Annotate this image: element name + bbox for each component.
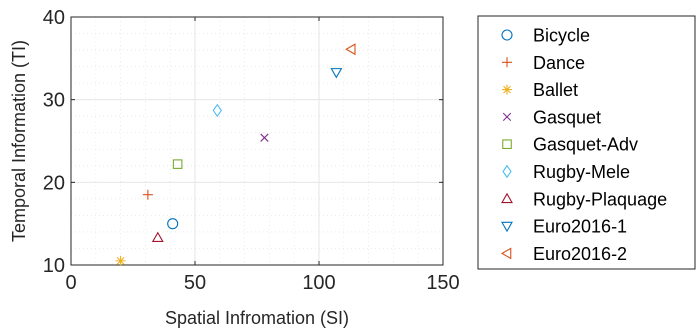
legend-label: Bicycle [533,26,590,46]
legend-item-bicycle: Bicycle [501,26,590,46]
legend-marker-gasquet-adv [502,139,512,149]
legend-item-gasquet: Gasquet [502,107,601,127]
y-tick-label: 40 [43,7,65,29]
legend-item-dance: Dance [502,53,585,73]
data-point-dance [142,189,153,200]
legend-label: Rugby-Mele [533,162,630,182]
data-point-gasquet [260,133,269,142]
x-tick-label: 150 [426,272,459,294]
legend-label: Rugby-Plaquage [533,189,667,209]
legend-box [477,15,696,270]
legend-marker-dance [502,57,512,68]
legend-item-euro2016-1: Euro2016-1 [501,217,627,237]
legend-item-gasquet-adv: Gasquet-Adv [502,135,638,155]
plot-area: 0 50 100 150 10 20 30 40 [43,7,460,294]
legend-label: Dance [533,53,585,73]
x-axis-label: Spatial Infromation (SI) [165,308,349,328]
x-tick-label: 0 [65,272,76,294]
data-point-euro2016-1 [330,68,343,79]
y-tick-label: 20 [43,172,65,194]
data-point-euro2016-2 [345,43,356,56]
data-markers [115,43,356,266]
legend-item-euro2016-2: Euro2016-2 [500,244,627,264]
data-point-gasquet-adv [172,159,183,169]
legend-label: Ballet [533,80,578,100]
legend-items: Bicycle Dance Ballet Gasquet Gasquet-Adv Rugb… [500,26,667,264]
data-point-bicycle [167,218,179,230]
legend-marker-rugby-plaquage [501,192,513,204]
x-tick-label: 100 [302,272,335,294]
legend-marker-rugby-mele [502,164,512,179]
x-tick-label: 50 [184,272,206,294]
legend-item-rugby-plaquage: Rugby-Plaquage [501,189,667,209]
y-tick-label: 10 [43,255,65,277]
legend-label: Euro2016-1 [533,217,627,237]
data-point-ballet [115,255,126,266]
plot-border [70,16,444,266]
legend-label: Euro2016-2 [533,244,627,264]
legend-marker-bicycle [501,29,513,41]
legend-item-rugby-mele: Rugby-Mele [502,162,630,182]
data-point-rugby-plaquage [151,231,164,243]
data-point-rugby-mele [212,103,222,118]
y-axis: 10 20 30 40 [43,7,443,277]
legend-marker-ballet [502,84,512,95]
y-axis-label: Temporal Information (TI) [9,40,29,242]
legend-marker-euro2016-1 [501,221,513,233]
y-tick-label: 30 [43,90,65,112]
legend-marker-euro2016-2 [500,247,512,260]
legend: Bicycle Dance Ballet Gasquet Gasquet-Adv Rugb… [477,15,696,270]
legend-label: Gasquet [533,107,601,127]
x-axis: 0 50 100 150 [65,17,460,294]
legend-item-ballet: Ballet [502,80,578,100]
legend-marker-gasquet [502,112,512,122]
legend-label: Gasquet-Adv [533,135,638,155]
